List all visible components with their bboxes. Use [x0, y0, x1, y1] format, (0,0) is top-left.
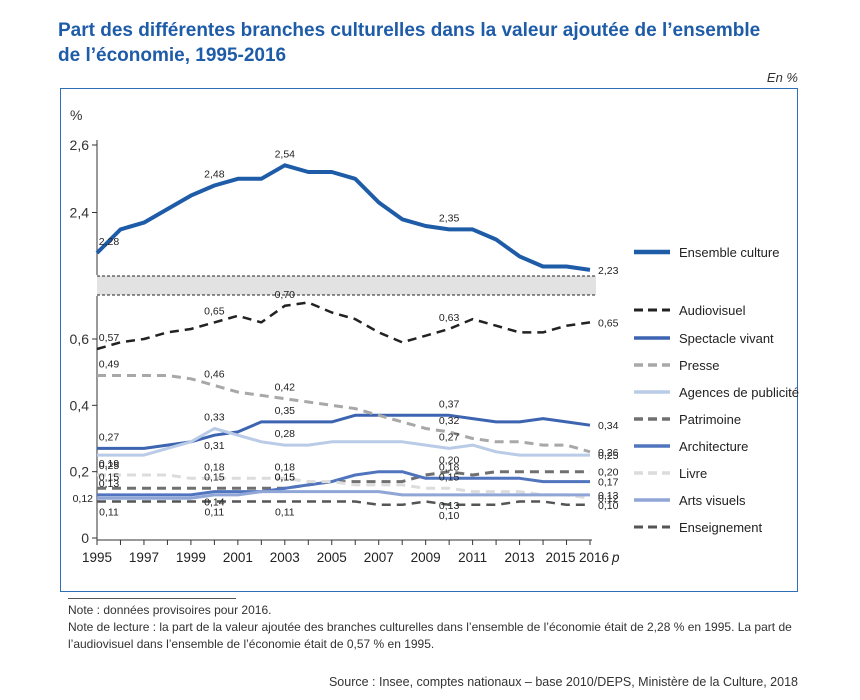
data-label: 0,13	[99, 478, 120, 490]
unit-label: En %	[766, 70, 798, 85]
data-label: 0,25	[598, 450, 619, 462]
series-line-ensemble-culture	[95, 163, 591, 272]
legend-label: Spectacle vivant	[679, 331, 774, 346]
series-line-livre	[97, 473, 591, 500]
data-label: 2,28	[99, 236, 120, 248]
data-label: 0,11	[99, 507, 119, 519]
y-axis-label: %	[70, 107, 82, 123]
data-label: 0,42	[275, 382, 296, 394]
legend-label: Agences de publicité	[679, 385, 799, 400]
x-tick-label: 1997	[129, 550, 159, 565]
data-label: 0,31	[204, 440, 225, 452]
series-line-patrimoine	[97, 470, 590, 490]
data-label: 0,65	[204, 305, 225, 317]
x-tick-label: 2016	[579, 550, 609, 565]
data-label: 0,15	[204, 471, 225, 483]
chart-svg: % 2,4 2,6 0 0,2 0,4 0,6 1995 1997 1999 2001 2003 200…	[70, 107, 799, 565]
series-line-audiovisuel	[96, 301, 591, 351]
data-label: 0,32	[439, 415, 460, 427]
data-label: 0,49	[99, 358, 120, 370]
data-label: 0,63	[439, 312, 460, 324]
data-label: 0,37	[439, 398, 460, 410]
data-label: 0,15	[275, 471, 296, 483]
data-label: 0,18	[204, 461, 225, 473]
chart-frame	[60, 88, 798, 592]
x-tick-label: 2013	[505, 550, 535, 565]
y-tick-label-lower: 0,2	[70, 464, 90, 480]
legend-label: Presse	[679, 358, 719, 373]
legend-label: Arts visuels	[679, 493, 746, 508]
data-label: 0,15	[99, 471, 120, 483]
x-tick-label: 1999	[176, 550, 206, 565]
axis-break-band	[97, 276, 596, 295]
series-line-presse	[97, 374, 591, 454]
data-label: 0,10	[598, 500, 619, 512]
data-label: 0,20	[439, 455, 460, 467]
data-label: 2,23	[598, 265, 619, 277]
x-provisional-suffix: p	[611, 550, 620, 565]
x-tick-label: 2009	[411, 550, 441, 565]
y-tick-label-upper: 2,6	[70, 137, 90, 153]
data-label: 0,35	[275, 405, 296, 417]
legend-label: Ensemble culture	[679, 245, 779, 260]
data-label: 0,57	[99, 332, 120, 344]
data-label: 0,11	[275, 507, 295, 519]
data-label: 0,15	[439, 471, 460, 483]
data-label: 0,25	[99, 460, 120, 472]
source-text: Source : Insee, comptes nationaux – base…	[328, 675, 798, 689]
series-line-spectacle-vivant	[97, 413, 591, 450]
series-line-architecture	[97, 470, 590, 497]
y-tick-label-lower: 0,6	[70, 331, 90, 347]
data-label: 0,28	[275, 428, 296, 440]
chart-title: Part des différentes branches culturelle…	[58, 20, 761, 66]
note-1: Note : données provisoires pour 2016.	[68, 603, 272, 617]
data-label: 0,33	[204, 412, 225, 424]
series-line-arts-visuels	[97, 490, 590, 500]
notes: Note : données provisoires pour 2016. No…	[68, 598, 798, 653]
data-label: 2,54	[275, 148, 296, 160]
data-label: 0,17	[598, 477, 619, 489]
data-label: 0,19	[99, 458, 120, 470]
data-label: 0,70	[275, 289, 296, 301]
data-label: 0,26	[598, 447, 619, 459]
data-label: 0,12	[598, 493, 619, 505]
y-tick-label-upper: 2,4	[70, 205, 90, 221]
legend-label: Architecture	[679, 439, 748, 454]
data-label: 0,18	[275, 461, 296, 473]
data-label: 0,27	[99, 431, 120, 443]
series-line-agences-de-publicit-	[97, 427, 590, 457]
x-tick-label: 2003	[270, 550, 300, 565]
y-tick-label-lower: 0	[81, 530, 89, 546]
legend-label: Enseignement	[679, 520, 762, 535]
data-label: 0,34	[598, 420, 619, 432]
x-tick-label: 2005	[317, 550, 347, 565]
x-tick-label: 1995	[82, 550, 112, 565]
x-tick-label: 2001	[223, 550, 253, 565]
x-tick-label: 2011	[458, 550, 487, 565]
data-label: 0,46	[204, 368, 225, 380]
note-2: Note de lecture : la part de la valeur a…	[68, 620, 792, 651]
data-label: 0,12	[73, 493, 94, 505]
data-label: 0,11	[205, 507, 225, 519]
data-label: 0,20	[598, 467, 619, 479]
data-label: 2,48	[204, 169, 225, 181]
legend-label: Patrimoine	[679, 412, 741, 427]
y-tick-label-lower: 0,4	[70, 397, 90, 413]
data-label: 2,35	[439, 212, 460, 224]
notes-separator	[68, 598, 236, 599]
data-label: 0,14	[204, 497, 225, 509]
data-label: 0,13	[598, 490, 619, 502]
data-label: 0,18	[439, 461, 460, 473]
data-label: 0,65	[598, 317, 619, 329]
series-line-enseignement	[97, 500, 590, 507]
data-label: 0,27	[439, 431, 460, 443]
data-label: 0,10	[439, 510, 460, 522]
data-label: 0,13	[439, 500, 460, 512]
data-label: 0,15	[275, 471, 296, 483]
x-tick-label: 2007	[364, 550, 394, 565]
legend-label: Audiovisuel	[679, 303, 746, 318]
x-tick-label: 2015	[546, 550, 576, 565]
legend-label: Livre	[679, 466, 707, 481]
